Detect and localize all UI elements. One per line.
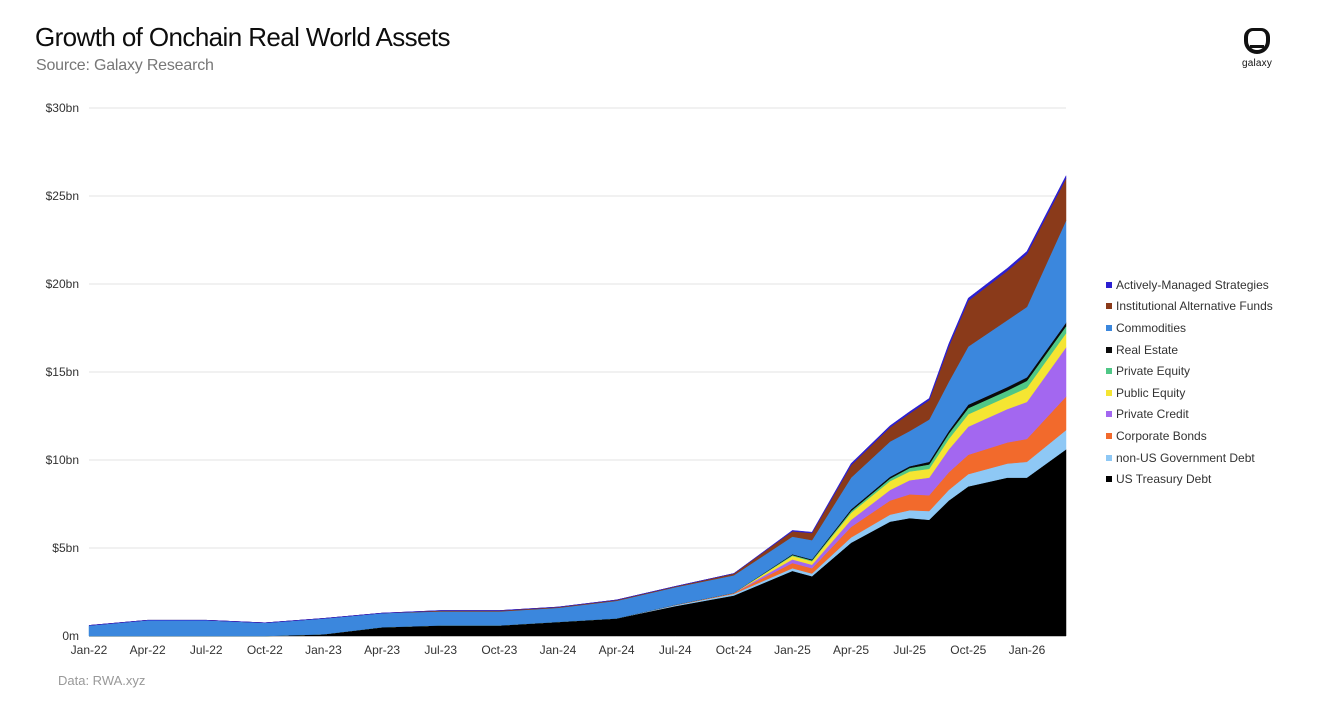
x-tick-label: Apr-23 bbox=[364, 643, 400, 657]
legend-item: Real Estate bbox=[1106, 339, 1273, 361]
legend-item: Public Equity bbox=[1106, 382, 1273, 404]
y-tick-label: $25bn bbox=[46, 189, 79, 203]
x-tick-label: Apr-22 bbox=[130, 643, 166, 657]
x-tick-label: Oct-22 bbox=[247, 643, 283, 657]
legend-swatch bbox=[1106, 324, 1112, 331]
legend-item: non-US Government Debt bbox=[1106, 447, 1273, 469]
galaxy-logo: galaxy bbox=[1234, 28, 1280, 69]
legend-swatch bbox=[1106, 303, 1112, 310]
y-tick-label: $5bn bbox=[52, 541, 79, 555]
legend-label: non-US Government Debt bbox=[1116, 450, 1255, 465]
chart-subtitle: Source: Galaxy Research bbox=[36, 57, 214, 74]
x-tick-label: Oct-23 bbox=[481, 643, 517, 657]
legend-swatch bbox=[1106, 389, 1112, 396]
x-tick-label: Jul-25 bbox=[893, 643, 926, 657]
x-tick-label: Oct-24 bbox=[716, 643, 752, 657]
y-tick-label: $20bn bbox=[46, 277, 79, 291]
x-tick-label: Jul-22 bbox=[190, 643, 223, 657]
x-tick-label: Apr-25 bbox=[833, 643, 869, 657]
legend-label: Corporate Bonds bbox=[1116, 428, 1207, 443]
chart-legend: Actively-Managed Strategies Institutional… bbox=[1106, 274, 1273, 490]
legend-label: Private Equity bbox=[1116, 364, 1191, 379]
x-tick-label: Jan-22 bbox=[71, 643, 108, 657]
legend-label: US Treasury Debt bbox=[1116, 472, 1212, 487]
y-axis-ticks: 0m $5bn $10bn $15bn $20bn $25bn $30bn bbox=[46, 101, 79, 643]
legend-label: Institutional Alternative Funds bbox=[1116, 299, 1273, 314]
chart-title: Growth of Onchain Real World Assets bbox=[35, 22, 451, 52]
x-tick-label: Jan-24 bbox=[540, 643, 577, 657]
legend-item: Commodities bbox=[1106, 317, 1273, 339]
area-actively-managed-strategies bbox=[88, 175, 1067, 626]
legend-item: Actively-Managed Strategies bbox=[1106, 274, 1273, 296]
legend-label: Private Credit bbox=[1116, 407, 1189, 422]
legend-label: Real Estate bbox=[1116, 342, 1179, 357]
legend-swatch bbox=[1106, 411, 1112, 418]
legend-item: Private Credit bbox=[1106, 404, 1273, 426]
x-tick-label: Jul-24 bbox=[659, 643, 692, 657]
x-tick-label: Jan-25 bbox=[774, 643, 811, 657]
legend-item: Corporate Bonds bbox=[1106, 425, 1273, 447]
legend-item: US Treasury Debt bbox=[1106, 468, 1273, 490]
logo-text: galaxy bbox=[1241, 58, 1273, 69]
y-tick-label: $15bn bbox=[46, 365, 79, 379]
data-source-note: Data: RWA.xyz bbox=[58, 673, 146, 688]
x-tick-label: Jul-23 bbox=[424, 643, 457, 657]
y-tick-label: $10bn bbox=[46, 453, 79, 467]
x-tick-label: Jan-26 bbox=[1009, 643, 1046, 657]
legend-label: Commodities bbox=[1116, 320, 1187, 335]
x-axis-ticks: Jan-22 Apr-22 Jul-22 Oct-22 Jan-23 Apr-23 Jul-… bbox=[71, 643, 1046, 657]
legend-item: Private Equity bbox=[1106, 360, 1273, 382]
x-tick-label: Jan-23 bbox=[305, 643, 342, 657]
series-areas bbox=[88, 175, 1067, 637]
galaxy-logo-icon bbox=[1244, 28, 1270, 54]
legend-swatch bbox=[1106, 346, 1112, 353]
legend-label: Public Equity bbox=[1116, 385, 1186, 400]
x-tick-label: Apr-24 bbox=[599, 643, 635, 657]
legend-swatch bbox=[1106, 476, 1112, 483]
legend-swatch bbox=[1106, 281, 1112, 288]
legend-swatch bbox=[1106, 454, 1112, 461]
y-tick-label: $30bn bbox=[46, 101, 79, 115]
x-tick-label: Oct-25 bbox=[950, 643, 986, 657]
legend-item: Institutional Alternative Funds bbox=[1106, 296, 1273, 318]
legend-label: Actively-Managed Strategies bbox=[1116, 277, 1269, 292]
legend-swatch bbox=[1106, 368, 1112, 375]
legend-swatch bbox=[1106, 432, 1112, 439]
y-tick-label: 0m bbox=[62, 629, 79, 643]
